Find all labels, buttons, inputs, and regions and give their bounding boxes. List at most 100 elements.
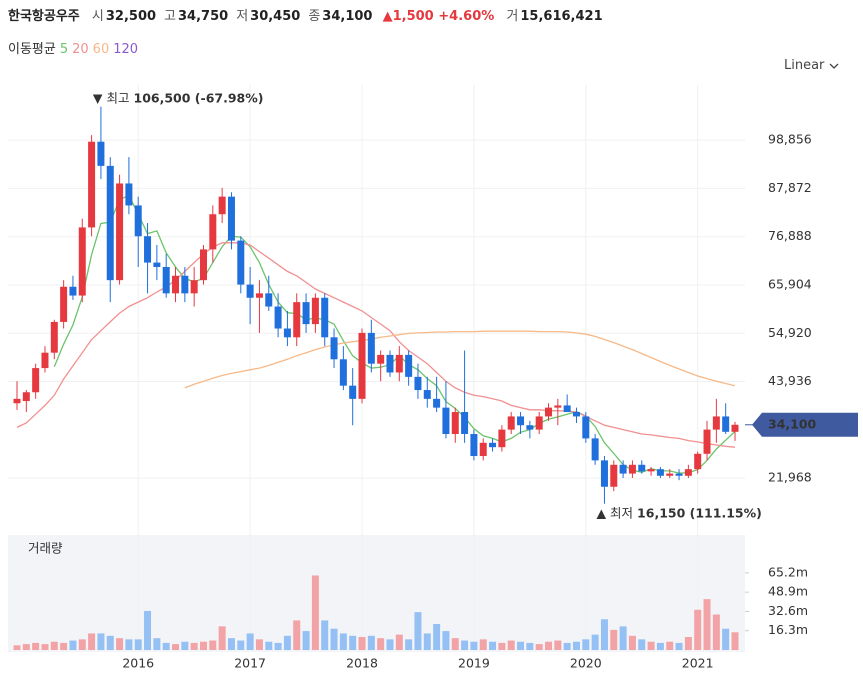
volume-bar [442,631,450,650]
volume-bar [69,640,77,650]
volume-bar [153,638,161,650]
annotation-text: ▼ 최고 [93,90,130,105]
candle-body [535,416,543,430]
candle-body [144,236,152,263]
volume-bar [41,644,49,650]
volume-bar [479,639,487,650]
volume-bar [265,641,273,650]
field-label: 시 [91,9,104,24]
volume-bar [199,641,207,650]
volume-bar [125,639,133,650]
volume-bar [367,635,375,650]
ma-line [53,194,736,474]
candle-body [433,398,441,408]
candle-body [116,183,124,281]
candle-body [106,165,114,281]
candle-body [255,293,263,298]
volume-bar [246,633,254,650]
volume-bar [694,609,702,650]
legend-entry: 5 [59,42,69,57]
candle-body [274,306,282,329]
candle-body [162,266,170,294]
candle-body [97,141,105,166]
volume-bar [451,638,459,650]
candle-body [50,321,58,353]
y-tick-label: 43,936 [768,373,812,388]
candle-body [470,434,478,456]
change: 1,500 [392,9,434,24]
volume-bar [582,639,590,650]
candle-body [88,141,96,228]
change-pct: +4.60% [438,9,495,24]
candle-body [41,352,49,369]
volume-bar [666,641,674,650]
field-value: 34,100 [322,9,373,24]
volume-bar [162,642,170,650]
annotation-value: 16,150 (111.15%) [637,505,762,520]
volume-tick-label: 32.6m [768,603,808,618]
candle-body [190,280,198,294]
price-change: ▲1,500 +4.60% [382,9,495,24]
volume-bar [97,633,105,650]
candle-body [358,332,366,399]
volume-bar [507,640,515,650]
volume-bar [237,640,245,650]
candle-body [610,464,618,487]
volume-bar [461,640,469,650]
y-tick-label: 87,872 [768,180,812,195]
candle-body [572,412,580,417]
scale-button[interactable]: Linear [784,58,839,73]
candle-body [302,302,310,325]
candle-body [554,405,562,408]
volume-bar [489,641,497,650]
volume-bar [106,635,114,650]
candle-body [423,390,431,399]
volume-bar [274,642,282,650]
volume-bar [50,641,58,650]
volume-bar [647,641,655,650]
volume-bar [339,633,347,650]
volume-bar [703,599,711,650]
volume-bar [545,641,553,650]
volume-bar [116,638,124,650]
candle-body [69,286,77,296]
candle-body [377,354,385,364]
scale-text[interactable]: Linear [784,58,825,73]
volume-bar [722,628,730,650]
candle-body [283,328,291,338]
volume-bar [563,642,571,650]
volume-tick-label: 48.9m [768,584,808,599]
candle-body [684,469,692,476]
x-tick-label: 2016 [122,656,154,671]
candle-body [600,460,608,487]
annotation-label: ▼ 최고 106,500 (-67.98%) [93,90,264,105]
volume-bar [218,626,226,650]
volume-bar [255,639,263,650]
x-tick-label: 2020 [570,656,602,671]
volume-bar [32,642,40,650]
candle-body [582,416,590,439]
volume-bar [395,634,403,650]
volume-bar [190,642,198,650]
ma-line [16,242,736,448]
volume-bar [470,641,478,650]
field-label: 고 [164,9,177,24]
volume-bar [377,638,385,650]
candle-body [349,385,357,399]
volume-bar [554,640,562,650]
candle-body [311,297,319,325]
volume-bar [656,642,664,650]
candle-body [293,302,301,338]
volume-bar [209,640,217,650]
candle-body [517,416,525,426]
candle-body [265,293,273,307]
volume-tick-label: 16.3m [768,622,808,637]
volume-bar [628,635,636,650]
candle-body [694,453,702,470]
volume-bar [712,614,720,650]
candle-body [153,262,161,267]
candle-body [666,473,674,476]
ma-line [184,330,736,389]
candle-body [386,354,394,373]
